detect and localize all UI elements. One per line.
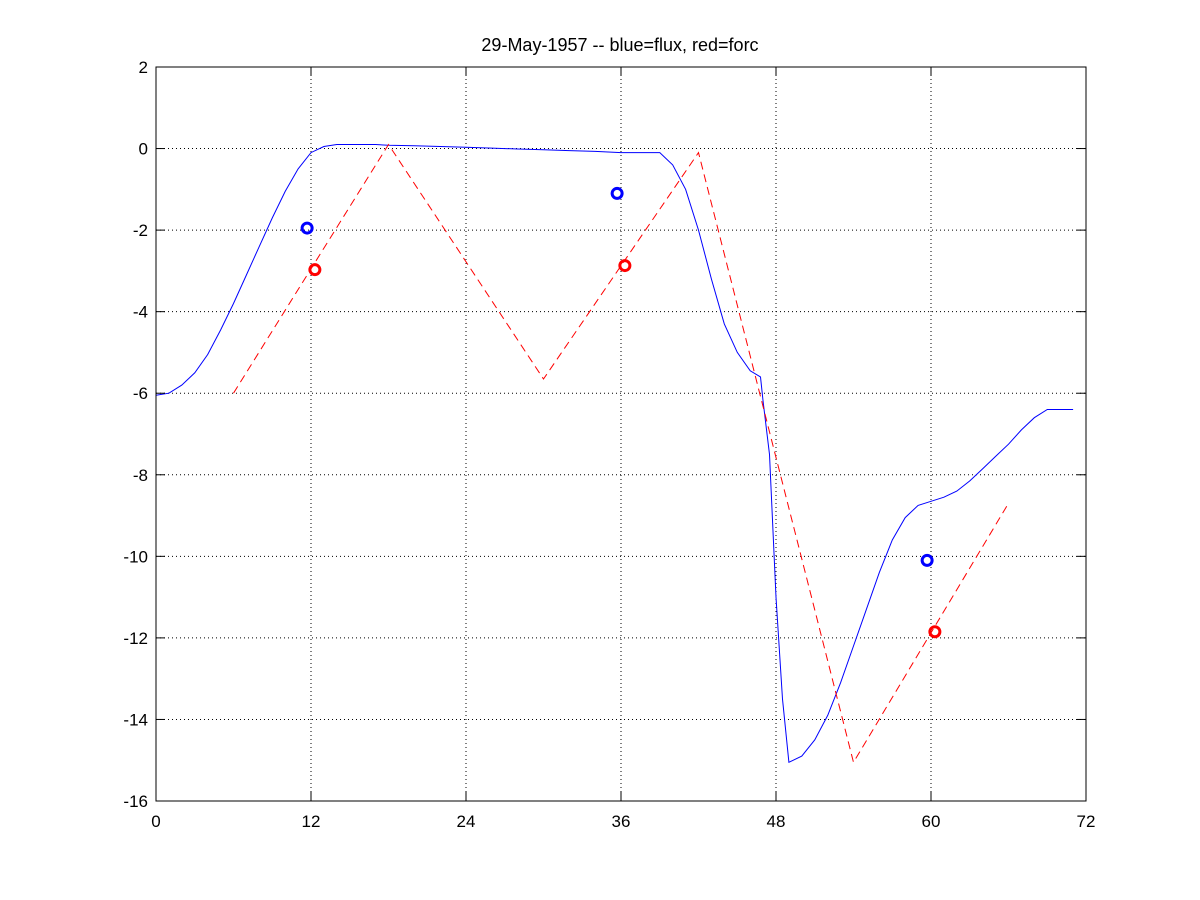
forc-marker <box>308 263 322 277</box>
plot-frame <box>155 66 1087 802</box>
flux-marker <box>300 221 314 235</box>
forc-marker <box>618 259 632 273</box>
forc-marker <box>928 625 942 639</box>
chart-title: 29-May-1957 -- blue=flux, red=forc <box>481 35 758 55</box>
y-tick-label: -4 <box>133 303 148 322</box>
x-tick-label: 24 <box>457 812 476 831</box>
y-tick-label: -8 <box>133 466 148 485</box>
x-tick-label: 48 <box>767 812 786 831</box>
y-tick-label: -16 <box>123 792 148 811</box>
series-layer <box>155 143 1074 764</box>
x-tick-label: 60 <box>922 812 941 831</box>
y-tick-label: -6 <box>133 384 148 403</box>
x-tick-label: 12 <box>302 812 321 831</box>
y-tick-label: -2 <box>133 221 148 240</box>
y-tick-label: -10 <box>123 547 148 566</box>
flux-marker <box>920 553 934 567</box>
x-tick-label: 36 <box>612 812 631 831</box>
y-tick-label: -12 <box>123 629 148 648</box>
grid-layer <box>156 67 1086 801</box>
x-tick-label: 72 <box>1077 812 1096 831</box>
y-tick-label: 2 <box>139 58 148 77</box>
marker-layer <box>300 186 942 639</box>
flux-series-line <box>155 144 1074 764</box>
x-tick-label: 0 <box>151 812 160 831</box>
forc-series-line <box>233 143 1009 764</box>
y-tick-label: -14 <box>123 710 148 729</box>
flux-marker <box>610 186 624 200</box>
y-tick-label: 0 <box>139 140 148 159</box>
tick-layer: 0 12 24 36 48 60 72 2 0 -2 -4 -6 -8 -10 -12 -14 -16 <box>123 58 1095 831</box>
